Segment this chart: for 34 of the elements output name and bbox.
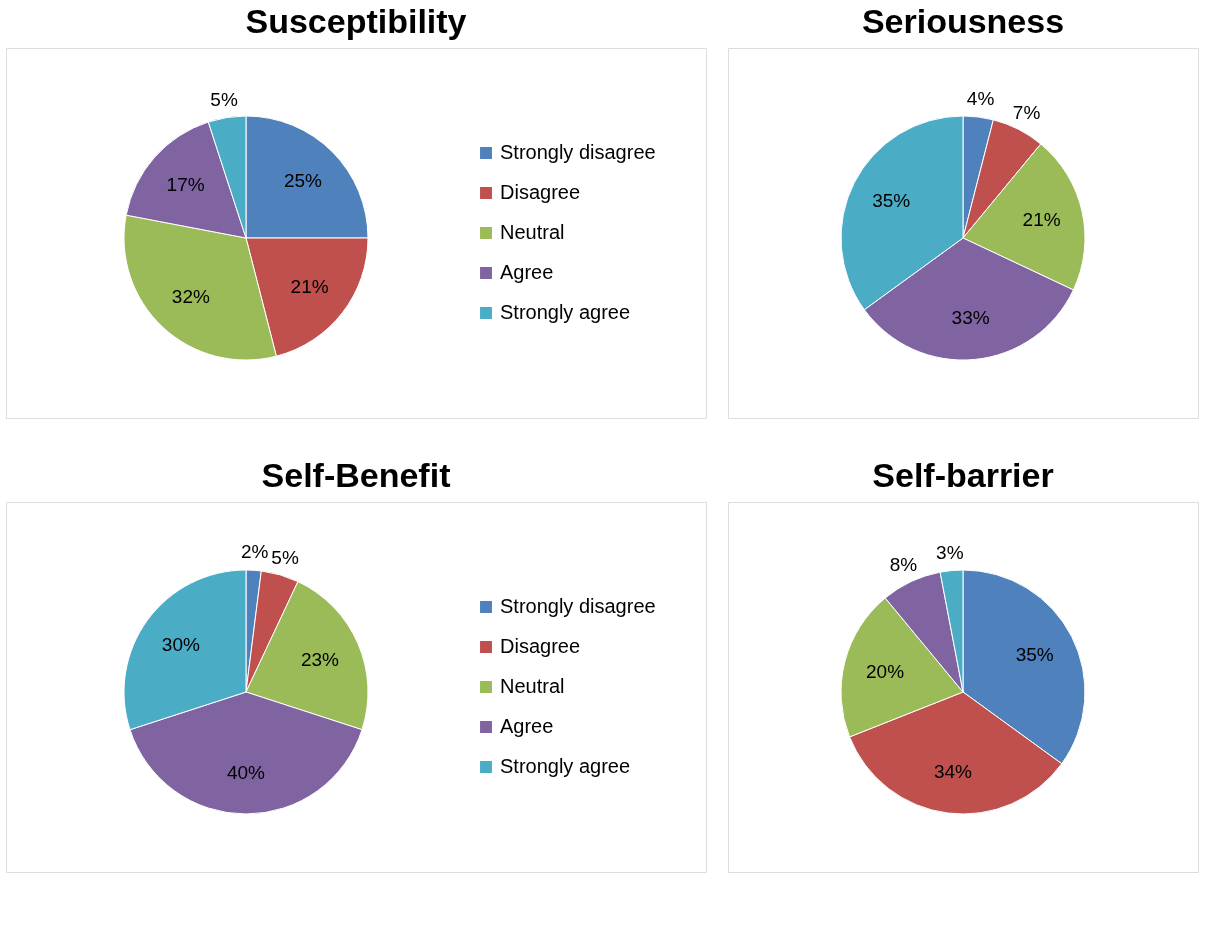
data-label: 21% [1022,209,1061,231]
data-label: 30% [161,633,200,655]
legend-label: Disagree [500,181,581,203]
data-label: 5% [210,88,238,110]
data-label: 17% [166,173,205,195]
data-label: 33% [951,307,990,329]
data-label: 21% [290,276,329,298]
legend-label: Neutral [500,675,565,697]
legend-label: Strongly agree [500,301,631,323]
data-label: 40% [226,761,266,783]
legend-label: Strongly agree [500,755,631,777]
legend-label: Neutral [500,221,565,243]
data-label: 23% [300,649,340,671]
data-label: 35% [872,190,911,212]
legend-label: Agree [500,261,554,283]
data-label: 34% [933,760,973,782]
legend-label: Agree [500,715,554,737]
data-label: 35% [1015,644,1054,666]
data-label: 4% [966,88,995,110]
legend-label: Disagree [500,635,581,657]
data-label: 3% [936,541,964,563]
data-label: 5% [271,546,299,568]
data-label: 7% [1012,102,1041,124]
legend-label: Strongly disagree [500,141,656,163]
data-label: 25% [283,170,323,192]
data-label: 20% [865,660,905,682]
data-label: 32% [171,285,210,307]
chart-title: Self-Benefit [261,456,451,494]
data-label: 8% [889,554,918,576]
data-label: 2% [241,541,269,563]
chart-title: Self-barrier [872,456,1054,494]
chart-title: Seriousness [861,2,1065,40]
legend-label: Strongly disagree [500,595,656,617]
chart-title: Susceptibility [245,2,467,40]
